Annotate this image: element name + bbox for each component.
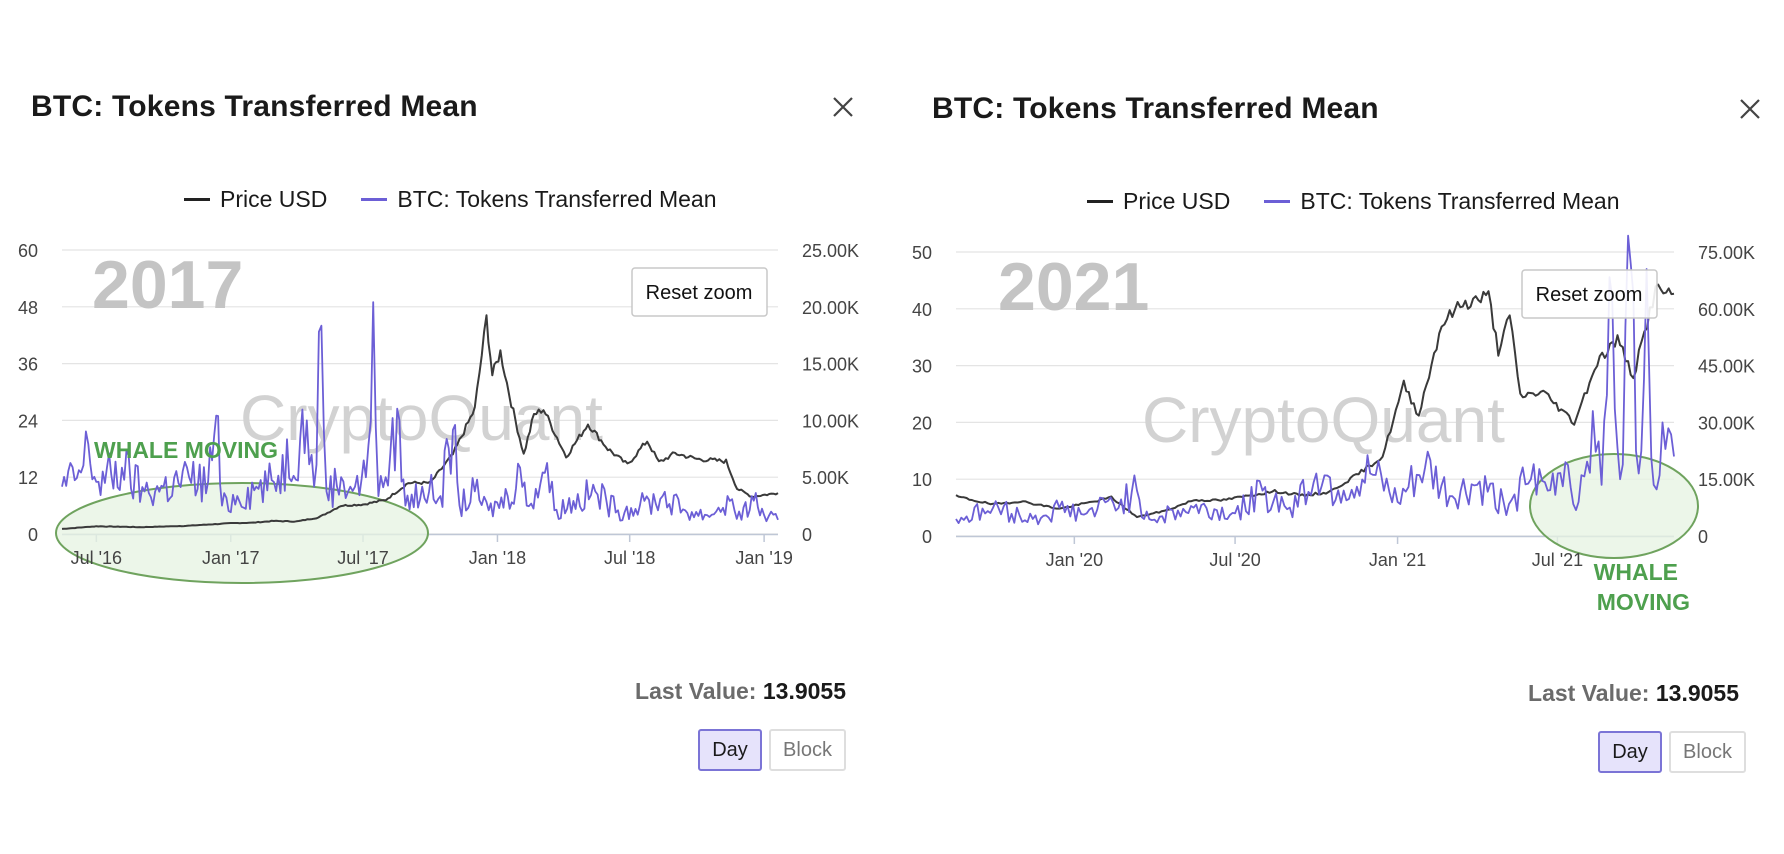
- x-tick-label: Jan '21: [1369, 550, 1426, 570]
- legend-swatch-price: [184, 198, 210, 201]
- day-button[interactable]: Day: [1598, 731, 1662, 773]
- block-button[interactable]: Block: [769, 729, 846, 771]
- y-right-tick-label: 15.00K: [802, 355, 859, 375]
- y-right-tick-label: 60.00K: [1698, 300, 1755, 320]
- y-right-tick-label: 25.00K: [802, 241, 859, 261]
- block-button[interactable]: Block: [1669, 731, 1746, 773]
- y-left-tick-label: 30: [912, 357, 932, 377]
- y-left-tick-label: 10: [912, 470, 932, 490]
- y-left-tick-label: 40: [912, 300, 932, 320]
- reset-zoom-label: Reset zoom: [646, 282, 753, 304]
- y-left-tick-label: 12: [18, 468, 38, 488]
- reset-zoom-button[interactable]: Reset zoom: [631, 267, 768, 317]
- legend-item-metric[interactable]: BTC: Tokens Transferred Mean: [361, 186, 717, 213]
- y-left-tick-label: 50: [912, 243, 932, 263]
- x-tick-label: Jan '20: [1046, 550, 1103, 570]
- panel-title: BTC: Tokens Transferred Mean: [31, 90, 478, 123]
- reset-zoom-button[interactable]: Reset zoom: [1521, 269, 1658, 319]
- y-right-tick-label: 0: [1698, 527, 1708, 547]
- y-right-tick-label: 10.00K: [802, 411, 859, 431]
- tick-labels: 0 0 12 5.00K 24 10.00K 36 15.00K 48 20.00K 60 25.00…: [18, 241, 859, 568]
- y-right-tick-label: 75.00K: [1698, 243, 1755, 263]
- legend-swatch-metric: [361, 198, 388, 201]
- y-right-tick-label: 30.00K: [1698, 413, 1755, 433]
- y-left-tick-label: 60: [18, 241, 38, 261]
- y-right-tick-label: 20.00K: [802, 298, 859, 318]
- annotation-whale: WHALE: [1594, 559, 1678, 585]
- year-label: 2021: [998, 249, 1149, 325]
- last-value-label: Last Value:: [635, 678, 757, 704]
- last-value: Last Value: 13.9055: [1528, 680, 1739, 707]
- x-tick-label: Jan '18: [469, 548, 526, 568]
- x-tick-label: Jan '19: [735, 548, 792, 568]
- line-chart[interactable]: 2021 CryptoQuant 0 0 10 15.00K 20 30.00K 30 45.…: [892, 230, 1784, 750]
- panel-title: BTC: Tokens Transferred Mean: [932, 92, 1379, 125]
- annotation-moving: MOVING: [1597, 589, 1690, 615]
- legend-label-price: Price USD: [220, 186, 328, 212]
- legend-label-price: Price USD: [1123, 188, 1231, 214]
- chart-panel-2021: BTC: Tokens Transferred Mean Price USD B…: [892, 0, 1784, 854]
- legend-item-price[interactable]: Price USD: [184, 186, 327, 213]
- y-left-tick-label: 36: [18, 355, 38, 375]
- last-value-number: 13.9055: [1655, 680, 1739, 706]
- reset-zoom-label: Reset zoom: [1536, 284, 1643, 306]
- y-right-tick-label: 5.00K: [802, 468, 849, 488]
- whale-moving-highlight: [1529, 453, 1699, 559]
- whale-moving-highlight: [55, 482, 429, 584]
- price-usd-line: [61, 314, 779, 530]
- y-left-tick-label: 24: [18, 411, 38, 431]
- x-tick-label: Jul '21: [1532, 550, 1583, 570]
- legend-swatch-price: [1087, 200, 1113, 203]
- x-tick-label: Jul '16: [71, 548, 122, 568]
- chart-legend: Price USD BTC: Tokens Transferred Mean: [1087, 188, 1620, 215]
- x-tick-label: Jul '17: [337, 548, 388, 568]
- y-left-tick-label: 0: [28, 525, 38, 545]
- x-tick-label: Jan '17: [202, 548, 259, 568]
- x-tick-label: Jul '18: [604, 548, 655, 568]
- series-layer: [61, 301, 779, 530]
- chart-panel-2017: BTC: Tokens Transferred Mean Price USD B…: [0, 90, 892, 771]
- watermark: CryptoQuant: [1142, 384, 1505, 456]
- last-value: Last Value: 13.9055: [635, 678, 846, 705]
- legend-item-price[interactable]: Price USD: [1087, 188, 1230, 215]
- year-label: 2017: [92, 247, 243, 323]
- tick-labels: 0 0 10 15.00K 20 30.00K 30 45.00K 40 60.00K 50 75.0…: [912, 243, 1755, 570]
- annotation-whale-moving: WHALE MOVING: [94, 437, 278, 463]
- y-left-tick-label: 20: [912, 413, 932, 433]
- close-icon[interactable]: [830, 94, 856, 120]
- series-layer: [955, 234, 1675, 526]
- x-tick-label: Jul '20: [1209, 550, 1260, 570]
- legend-label-metric: BTC: Tokens Transferred Mean: [1300, 188, 1620, 214]
- legend-item-metric[interactable]: BTC: Tokens Transferred Mean: [1264, 188, 1620, 215]
- y-right-tick-label: 15.00K: [1698, 470, 1755, 490]
- last-value-number: 13.9055: [762, 678, 846, 704]
- tokens-transferred-mean-line: [61, 301, 779, 523]
- y-left-tick-label: 48: [18, 298, 38, 318]
- y-right-tick-label: 45.00K: [1698, 357, 1755, 377]
- last-value-label: Last Value:: [1528, 680, 1650, 706]
- close-icon[interactable]: [1737, 96, 1763, 122]
- chart-legend: Price USD BTC: Tokens Transferred Mean: [184, 186, 717, 213]
- day-button[interactable]: Day: [698, 729, 762, 771]
- y-right-tick-label: 0: [802, 525, 812, 545]
- tokens-transferred-mean-line: [955, 234, 1675, 526]
- legend-swatch-metric: [1264, 200, 1291, 203]
- legend-label-metric: BTC: Tokens Transferred Mean: [397, 186, 717, 212]
- y-left-tick-label: 0: [922, 527, 932, 547]
